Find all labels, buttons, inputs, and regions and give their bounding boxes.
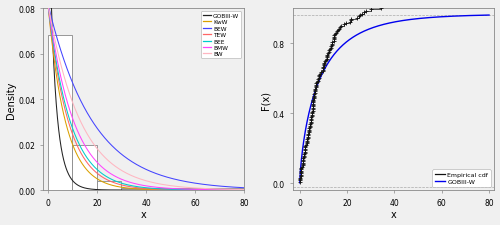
Bar <box>48 36 72 190</box>
BEE <box>170 188 176 191</box>
BMW <box>170 187 176 190</box>
Bar <box>72 145 97 190</box>
Legend: GOBIII-W, KwW, BEW, TEW, BEE, BMW, BW: GOBIII-W, KwW, BEW, TEW, BEE, BMW, BW <box>200 12 241 59</box>
Empirical cdf <box>310 110 316 112</box>
GOBIII-W <box>45 3 51 6</box>
KwW <box>159 189 165 191</box>
BEW <box>214 185 220 187</box>
Line: KwW: KwW <box>48 4 244 190</box>
KwW <box>170 189 176 191</box>
BW <box>170 185 176 187</box>
GOBIII-W <box>194 189 200 191</box>
BMW <box>57 72 63 75</box>
Empirical cdf <box>304 138 310 141</box>
Empirical cdf <box>378 8 384 10</box>
BW <box>194 187 200 190</box>
TEW <box>214 189 220 191</box>
BW <box>57 60 63 63</box>
GOBIII-W <box>241 189 247 191</box>
BW <box>241 188 247 191</box>
KwW <box>214 189 220 191</box>
BEE <box>45 3 51 6</box>
GOBIII-W <box>382 23 388 26</box>
BEE <box>214 189 220 191</box>
GOBIII-W <box>57 138 63 141</box>
GOBIII-W <box>408 19 414 22</box>
BW <box>214 188 220 191</box>
Line: TEW: TEW <box>48 4 244 190</box>
BW <box>45 3 51 6</box>
Line: BEE: BEE <box>48 4 244 190</box>
BEW <box>241 187 247 189</box>
BEE <box>241 189 247 191</box>
GOBIII-W <box>330 55 336 58</box>
BEE <box>159 188 165 190</box>
KwW <box>57 95 63 98</box>
TEW <box>159 188 165 191</box>
BEW <box>164 176 170 179</box>
Empirical cdf <box>296 180 302 183</box>
BEW <box>194 182 200 185</box>
BMW <box>241 189 247 191</box>
BEE <box>57 81 63 83</box>
TEW <box>241 189 247 191</box>
BMW <box>194 188 200 191</box>
Line: GOBIII-W: GOBIII-W <box>300 16 489 183</box>
BW <box>164 184 170 187</box>
GOBIII-W <box>170 189 176 191</box>
BMW <box>214 189 220 191</box>
BMW <box>164 187 170 190</box>
KwW <box>45 3 51 6</box>
BMW <box>159 187 165 189</box>
GOBIII-W <box>159 189 165 191</box>
Bar <box>122 188 244 190</box>
TEW <box>45 3 51 6</box>
Line: BMW: BMW <box>48 4 244 190</box>
GOBIII-W <box>440 16 446 19</box>
KwW <box>194 189 200 191</box>
GOBIII-W <box>346 40 352 43</box>
BEW <box>45 3 51 6</box>
Bar <box>97 181 122 190</box>
BMW <box>45 3 51 6</box>
Line: GOBIII-W: GOBIII-W <box>48 4 244 190</box>
Legend: Empirical cdf, GOBIII-W: Empirical cdf, GOBIII-W <box>432 169 490 187</box>
X-axis label: x: x <box>140 209 146 219</box>
Y-axis label: F(x): F(x) <box>260 90 270 109</box>
Empirical cdf <box>334 32 340 35</box>
Empirical cdf <box>356 16 362 18</box>
TEW <box>164 188 170 191</box>
Line: BEW: BEW <box>48 4 244 188</box>
Line: Empirical cdf: Empirical cdf <box>298 7 382 184</box>
TEW <box>194 189 200 191</box>
Empirical cdf <box>308 117 314 119</box>
GOBIII-W <box>423 17 429 20</box>
GOBIII-W <box>214 189 220 191</box>
Empirical cdf <box>312 91 318 93</box>
X-axis label: x: x <box>390 209 396 219</box>
GOBIII-W <box>486 15 492 17</box>
KwW <box>241 189 247 191</box>
KwW <box>164 189 170 191</box>
TEW <box>170 188 176 191</box>
BEW <box>57 47 63 50</box>
Y-axis label: Density: Density <box>6 81 16 118</box>
Line: BW: BW <box>48 4 244 190</box>
TEW <box>57 86 63 88</box>
BEW <box>170 178 176 180</box>
BEW <box>159 174 165 177</box>
BEE <box>164 188 170 191</box>
BW <box>159 183 165 186</box>
GOBIII-W <box>164 189 170 191</box>
GOBIII-W <box>296 182 302 184</box>
BEE <box>194 189 200 191</box>
